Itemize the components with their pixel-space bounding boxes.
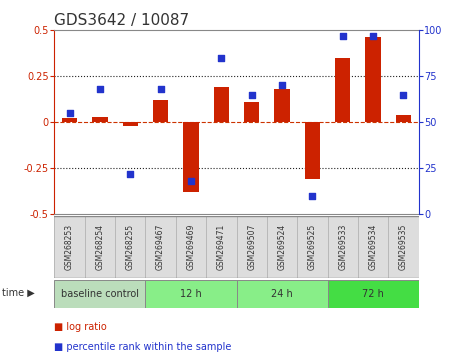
Point <box>400 92 407 97</box>
Point <box>248 92 255 97</box>
Text: GSM269471: GSM269471 <box>217 224 226 270</box>
Text: GSM269469: GSM269469 <box>186 224 195 270</box>
Text: 24 h: 24 h <box>271 289 293 299</box>
Bar <box>153 100 168 122</box>
Bar <box>54 280 146 308</box>
Bar <box>236 280 327 308</box>
Text: GSM268255: GSM268255 <box>126 224 135 270</box>
Bar <box>184 122 199 192</box>
Text: time ▶: time ▶ <box>2 288 35 298</box>
Point <box>369 33 377 39</box>
Point <box>278 82 286 88</box>
Text: GSM269467: GSM269467 <box>156 224 165 270</box>
Point <box>66 110 73 116</box>
Text: GSM269535: GSM269535 <box>399 224 408 270</box>
Bar <box>92 116 107 122</box>
Text: baseline control: baseline control <box>61 289 139 299</box>
Text: GSM269533: GSM269533 <box>338 224 347 270</box>
Point <box>187 178 195 184</box>
Point <box>339 33 347 39</box>
Point <box>157 86 165 92</box>
Point <box>126 171 134 177</box>
Text: 12 h: 12 h <box>180 289 202 299</box>
Text: GSM269524: GSM269524 <box>278 224 287 270</box>
Bar <box>396 115 411 122</box>
Bar <box>305 122 320 179</box>
Text: ■ percentile rank within the sample: ■ percentile rank within the sample <box>54 342 232 352</box>
Text: GDS3642 / 10087: GDS3642 / 10087 <box>54 13 190 28</box>
Text: GSM269525: GSM269525 <box>308 224 317 270</box>
Bar <box>366 38 381 122</box>
Text: GSM268253: GSM268253 <box>65 224 74 270</box>
Bar <box>335 58 350 122</box>
Text: GSM269534: GSM269534 <box>368 224 377 270</box>
Text: 72 h: 72 h <box>362 289 384 299</box>
Text: ■ log ratio: ■ log ratio <box>54 322 107 332</box>
Point <box>96 86 104 92</box>
Bar <box>214 87 229 122</box>
Point <box>308 193 316 199</box>
Bar <box>244 102 259 122</box>
Text: GSM269507: GSM269507 <box>247 224 256 270</box>
Point <box>218 55 225 61</box>
Bar <box>145 280 236 308</box>
Bar <box>62 119 77 122</box>
Bar <box>274 89 289 122</box>
Bar <box>327 280 419 308</box>
Bar <box>123 122 138 126</box>
Text: GSM268254: GSM268254 <box>96 224 105 270</box>
